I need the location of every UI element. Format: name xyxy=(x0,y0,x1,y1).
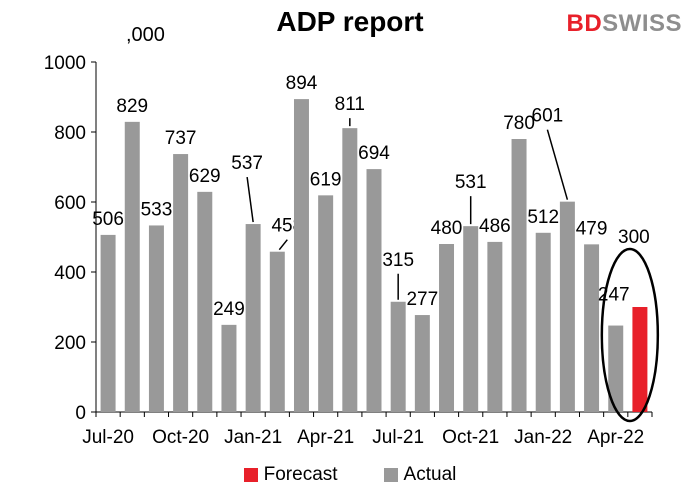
actual-bar xyxy=(535,232,551,412)
data-label-leader xyxy=(546,129,569,200)
data-label: 894 xyxy=(286,73,318,94)
data-label: 533 xyxy=(141,199,173,220)
data-label: 537 xyxy=(231,153,263,174)
unit-label: ,000 xyxy=(126,24,165,46)
actual-bar xyxy=(318,195,334,412)
actual-bar xyxy=(342,128,358,412)
actual-bar xyxy=(366,169,382,412)
y-tick-label: 200 xyxy=(54,333,86,354)
x-tick-label: Apr-21 xyxy=(297,427,354,448)
data-label: 480 xyxy=(431,218,463,239)
x-tick-label: Apr-22 xyxy=(587,427,644,448)
highlight-ellipse xyxy=(600,247,660,423)
data-label: 479 xyxy=(576,218,608,239)
y-tick-label: 800 xyxy=(54,123,86,144)
legend-item-forecast: Forecast xyxy=(243,464,338,486)
x-tick-label: Oct-21 xyxy=(442,427,499,448)
data-label: 512 xyxy=(527,207,559,228)
legend-swatch-actual xyxy=(383,468,398,482)
actual-bar xyxy=(439,244,455,412)
data-label: 277 xyxy=(406,289,438,310)
data-label: 601 xyxy=(532,106,564,127)
legend: Forecast Actual xyxy=(0,464,700,486)
bdswiss-logo: BDSWISS xyxy=(566,10,682,37)
data-label: 486 xyxy=(479,216,511,237)
data-label: 737 xyxy=(165,128,197,149)
actual-bar xyxy=(584,244,600,412)
y-tick-label: 400 xyxy=(54,263,86,284)
y-tick-label: 600 xyxy=(54,193,86,214)
legend-item-actual: Actual xyxy=(383,464,457,486)
legend-label-actual: Actual xyxy=(403,464,457,485)
actual-bar xyxy=(511,139,527,412)
actual-bar xyxy=(124,121,140,412)
actual-bar xyxy=(414,315,430,412)
actual-bar xyxy=(100,234,116,412)
y-tick-label: 1000 xyxy=(44,53,86,74)
x-tick-label: Jul-20 xyxy=(82,427,134,448)
actual-bar xyxy=(173,154,189,413)
actual-bar xyxy=(148,225,164,412)
actual-bar xyxy=(197,191,213,412)
chart-title: ADP report xyxy=(276,6,424,37)
data-label: 531 xyxy=(455,172,487,193)
data-label: 829 xyxy=(116,96,148,117)
actual-bar xyxy=(269,251,285,412)
data-label-leader xyxy=(246,176,254,223)
actual-bar xyxy=(463,226,479,412)
data-label: 694 xyxy=(358,143,390,164)
x-tick-label: Jan-21 xyxy=(224,427,282,448)
data-label: 300 xyxy=(618,227,650,248)
data-label: 619 xyxy=(310,169,342,190)
actual-bar xyxy=(293,99,309,412)
x-tick-label: Jul-21 xyxy=(372,427,424,448)
forecast-bar xyxy=(632,307,648,412)
actual-bar xyxy=(245,224,261,412)
data-label: 315 xyxy=(382,250,414,271)
actual-bar xyxy=(390,301,406,412)
data-label-leader xyxy=(278,239,288,251)
actual-bar xyxy=(608,325,624,412)
actual-bar xyxy=(559,201,575,412)
legend-swatch-forecast xyxy=(243,468,258,482)
y-tick-label: 0 xyxy=(75,403,86,424)
x-tick-label: Oct-20 xyxy=(152,427,209,448)
x-tick-label: Jan-22 xyxy=(514,427,572,448)
data-label: 506 xyxy=(92,209,124,230)
data-label: 780 xyxy=(503,113,535,134)
data-label: 811 xyxy=(335,94,365,115)
data-label: 629 xyxy=(189,166,221,187)
data-label: 249 xyxy=(213,299,245,320)
actual-bar xyxy=(487,241,503,412)
actual-bar xyxy=(221,324,237,412)
legend-label-forecast: Forecast xyxy=(263,464,338,485)
